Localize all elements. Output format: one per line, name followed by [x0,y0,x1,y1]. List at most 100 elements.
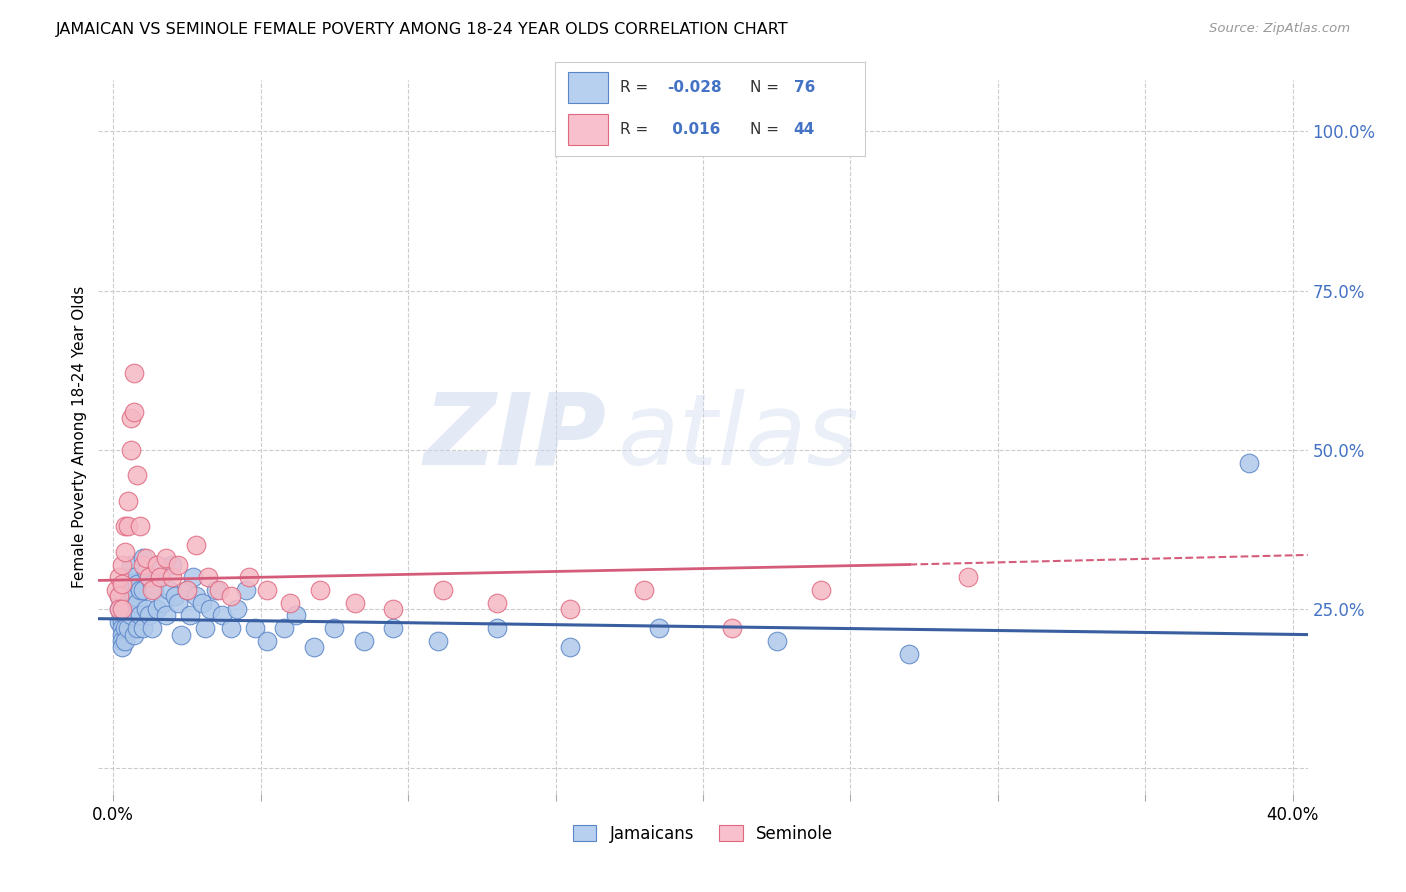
Point [141,576,163,591]
Text: JAMAICAN VS SEMINOLE FEMALE POVERTY AMONG 18-24 YEAR OLDS CORRELATION CHART: JAMAICAN VS SEMINOLE FEMALE POVERTY AMON… [56,22,789,37]
Point [108,590,131,604]
Point [128,582,150,597]
Point [200,602,222,616]
Point [108,615,131,629]
Y-axis label: Female Poverty Among 18-24 Year Olds: Female Poverty Among 18-24 Year Olds [72,286,87,588]
Point [382,621,405,635]
Text: N =: N = [751,79,785,95]
Point [122,367,145,381]
Point [170,627,193,641]
Point [219,621,242,635]
Point [179,608,201,623]
Point [122,627,145,641]
Point [167,558,190,572]
Point [131,621,153,635]
Point [157,582,180,597]
Point [125,576,148,591]
Point [155,551,177,566]
Point [285,608,308,623]
Point [190,596,212,610]
Point [160,570,183,584]
Point [120,442,142,457]
Text: Source: ZipAtlas.com: Source: ZipAtlas.com [1209,22,1350,36]
Point [117,519,139,533]
Point [138,570,160,584]
Point [560,602,582,616]
Point [146,602,169,616]
Point [155,608,177,623]
Point [131,558,153,572]
Point [108,570,131,584]
Text: R =: R = [620,122,654,136]
Point [219,590,242,604]
Point [146,558,169,572]
Point [111,627,134,641]
Point [633,582,655,597]
Text: -0.028: -0.028 [666,79,721,95]
Point [560,640,582,655]
Point [122,570,145,584]
Point [117,493,139,508]
Point [135,551,157,566]
Point [211,608,233,623]
Point [243,621,266,635]
Point [143,582,166,597]
Point [122,590,145,604]
Point [184,590,207,604]
Point [108,602,131,616]
Point [138,608,160,623]
Point [208,582,231,597]
Point [235,582,257,597]
Point [117,621,139,635]
Text: ZIP: ZIP [423,389,606,485]
Point [1237,456,1260,470]
Point [149,570,172,584]
Point [114,621,136,635]
Text: 0.016: 0.016 [666,122,720,136]
Point [111,602,134,616]
Point [122,404,145,418]
Point [120,608,142,623]
Point [125,621,148,635]
Point [141,582,163,597]
Point [226,602,249,616]
Point [114,519,136,533]
Point [141,621,163,635]
Point [120,582,142,597]
Point [111,558,134,572]
Point [256,634,278,648]
Text: 76: 76 [793,79,815,95]
Point [181,570,204,584]
Point [125,596,148,610]
Point [302,640,325,655]
Point [176,582,198,597]
Point [135,564,157,578]
Point [648,621,671,635]
Text: atlas: atlas [619,389,860,485]
Point [149,570,172,584]
Legend: Jamaicans, Seminole: Jamaicans, Seminole [567,819,839,850]
Point [278,596,301,610]
Point [128,608,150,623]
Text: R =: R = [620,79,654,95]
Point [111,621,134,635]
Point [426,634,449,648]
Point [152,596,174,610]
Point [105,582,128,597]
Point [108,590,131,604]
Point [114,590,136,604]
Point [485,621,508,635]
Point [108,602,131,616]
Point [176,582,198,597]
Point [765,634,787,648]
Point [721,621,744,635]
Point [131,551,153,566]
Point [111,615,134,629]
Point [135,602,157,616]
Point [273,621,295,635]
Point [205,582,228,597]
Point [810,582,832,597]
Point [120,411,142,425]
Point [128,519,150,533]
Point [114,608,136,623]
